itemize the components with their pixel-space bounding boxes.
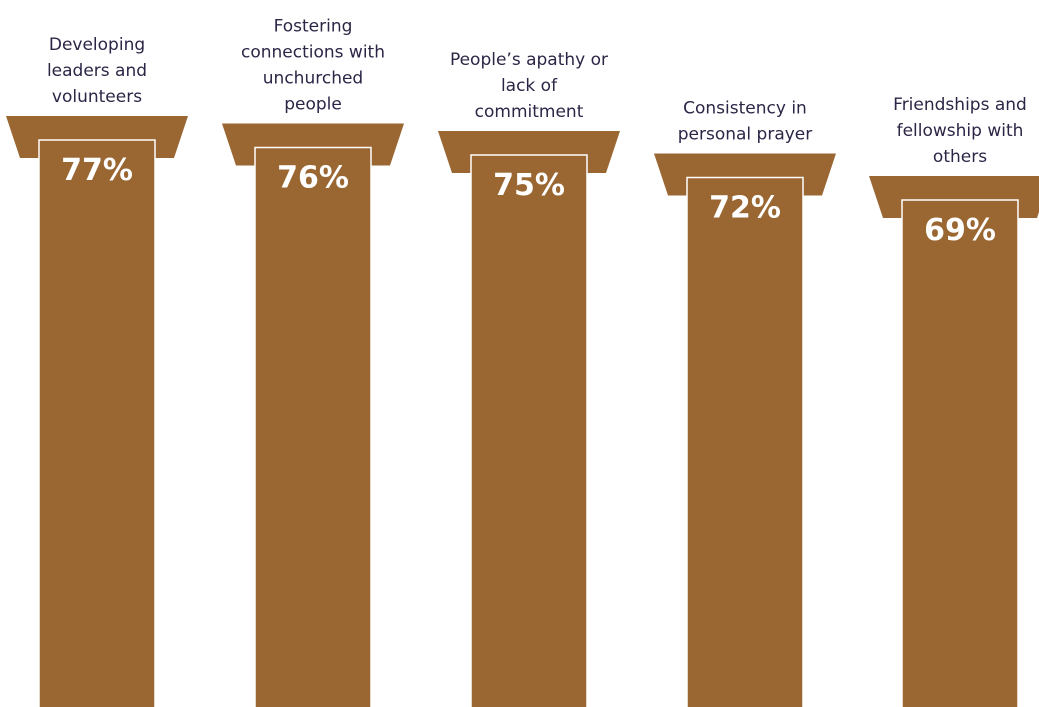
bar xyxy=(901,199,1019,707)
data-label: 76% xyxy=(277,161,349,196)
category-label-line: fellowship with xyxy=(897,121,1024,141)
category-label-line: commitment xyxy=(475,102,584,122)
category-label-line: Friendships and xyxy=(893,95,1027,115)
category-label: Developing leaders and volunteers xyxy=(47,35,147,107)
category-label-line: volunteers xyxy=(52,87,142,107)
category-label: Consistency in personal prayer xyxy=(678,99,813,145)
category-label: Fostering connections with unchurched peopl… xyxy=(241,17,385,115)
pillar-1: 77% Developing leaders and volunteers xyxy=(6,35,188,707)
data-label: 69% xyxy=(924,213,996,248)
category-label-line: Consistency in xyxy=(683,99,807,119)
category-label-line: leaders and xyxy=(47,61,147,81)
category-label-line: people xyxy=(284,95,342,115)
pillar-5: 69% Friendships and fellowship with others xyxy=(869,95,1039,707)
pillar-3: 75% People’s apathy or lack of commitment xyxy=(438,50,620,707)
category-label-line: connections with xyxy=(241,43,385,63)
data-label: 72% xyxy=(709,191,781,226)
category-label-line: lack of xyxy=(501,76,558,96)
bar xyxy=(470,154,588,707)
data-label: 75% xyxy=(493,168,565,203)
data-label: 77% xyxy=(61,153,133,188)
pillar-4: 72% Consistency in personal prayer xyxy=(654,99,836,707)
bar xyxy=(38,139,156,707)
bar xyxy=(686,176,804,707)
bar xyxy=(254,146,372,707)
category-label-line: Fostering xyxy=(274,17,353,37)
category-label-line: personal prayer xyxy=(678,125,813,145)
category-label-line: others xyxy=(933,147,987,167)
category-label-line: People’s apathy or xyxy=(450,50,608,70)
category-label-line: unchurched xyxy=(263,69,363,89)
category-label-line: Developing xyxy=(49,35,145,55)
category-label: People’s apathy or lack of commitment xyxy=(450,50,608,122)
pillar-2: 76% Fostering connections with unchurched pe… xyxy=(222,17,404,707)
category-label: Friendships and fellowship with others xyxy=(893,95,1027,167)
